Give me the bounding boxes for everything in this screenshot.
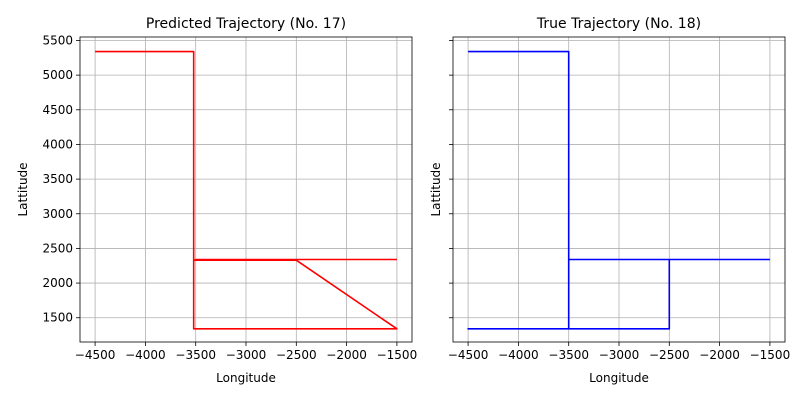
y-tick-label: 4000 <box>42 137 73 151</box>
x-tick-label: −2500 <box>276 348 317 362</box>
x-tick-label: −4000 <box>498 348 539 362</box>
y-axis-label: Lattitude <box>16 162 30 216</box>
chart-title: True Trajectory (No. 18) <box>536 16 701 32</box>
y-axis-label: Lattitude <box>429 162 443 216</box>
y-tick-label: 1500 <box>42 311 73 325</box>
x-tick-label: −2000 <box>699 348 740 362</box>
x-axis-label: Longitude <box>216 371 276 385</box>
x-tick-label: −1500 <box>377 348 418 362</box>
x-tick-label: −2000 <box>326 348 367 362</box>
y-tick-label: 5000 <box>42 68 73 82</box>
y-tick-label: 4500 <box>42 103 73 117</box>
x-tick-label: −4000 <box>125 348 166 362</box>
y-tick-label: 3500 <box>42 172 73 186</box>
chart-panel-1: −4500 −4000 −3500 −3000 −2500 −2000 −1500 1500 2… <box>16 16 417 385</box>
chart-title: Predicted Trajectory (No. 17) <box>146 16 346 32</box>
x-tick-label: −3500 <box>175 348 216 362</box>
x-axis-label: Longitude <box>589 371 649 385</box>
series-line-1 <box>95 50 398 330</box>
x-tick-label: −4500 <box>448 348 489 362</box>
chart-panel-2: −4500 −4000 −3500 −3000 −2500 −2000 −1500 True … <box>429 16 790 385</box>
y-tick-label: 2000 <box>42 276 73 290</box>
x-tick-label: −4500 <box>75 348 116 362</box>
x-tick-label: −3500 <box>548 348 589 362</box>
y-tick-label: 2500 <box>42 241 73 255</box>
x-tick-label: −3000 <box>226 348 267 362</box>
x-tick-label: −2500 <box>649 348 690 362</box>
x-tick-label: −3000 <box>599 348 640 362</box>
y-tick-label: 5500 <box>42 33 73 47</box>
y-tick-label: 3000 <box>42 207 73 221</box>
x-tick-label: −1500 <box>750 348 791 362</box>
